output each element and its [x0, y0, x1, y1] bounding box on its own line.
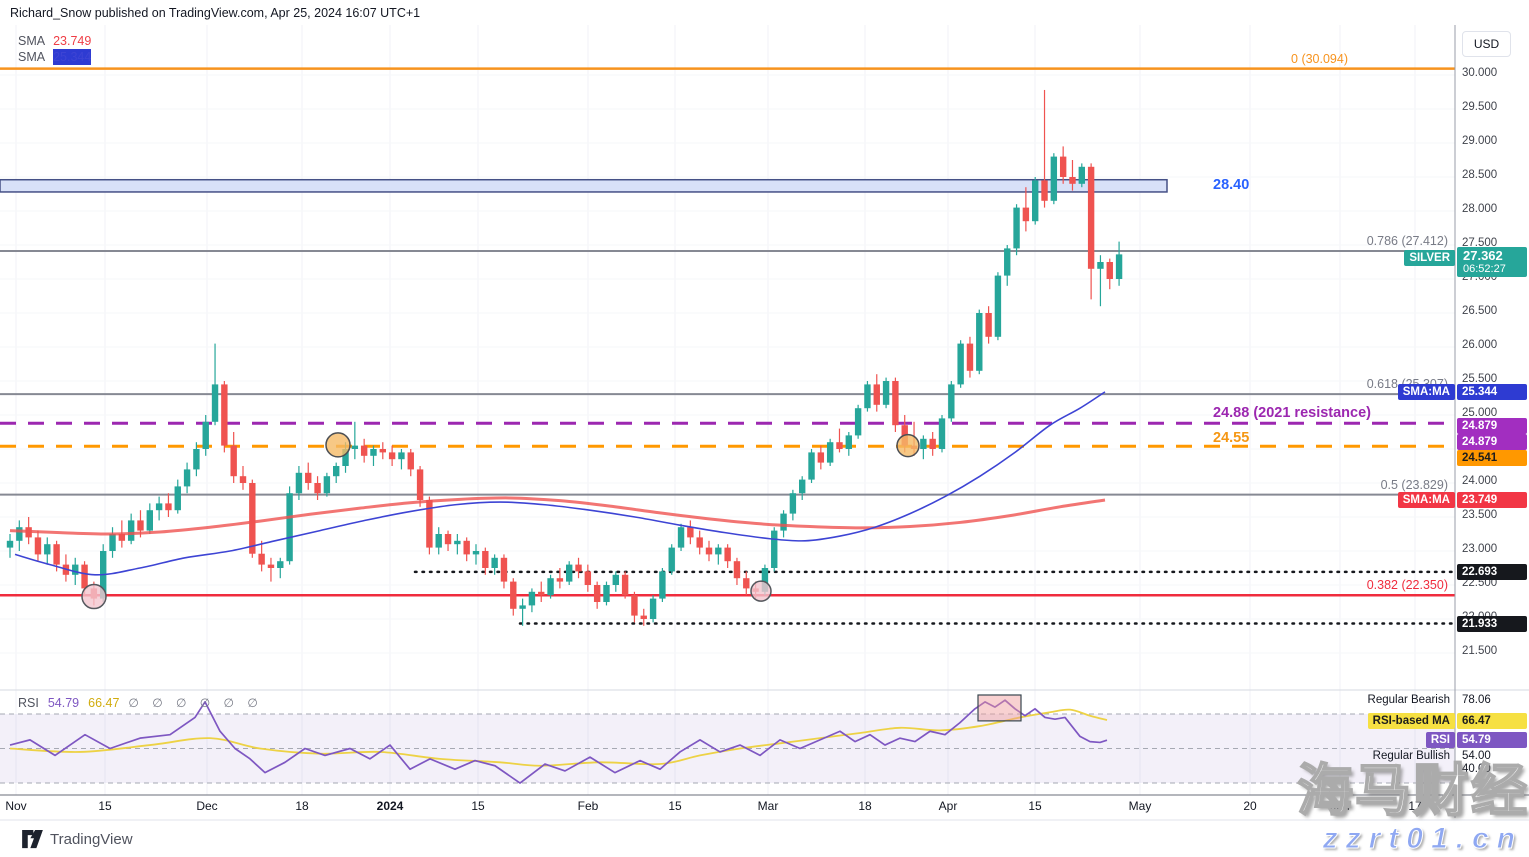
price-tick-26.500: 26.500	[1462, 305, 1498, 317]
time-tick-Feb: Feb	[577, 799, 599, 813]
price-tick-29.500: 29.500	[1462, 101, 1498, 113]
price-tick-26.000: 26.000	[1462, 339, 1498, 351]
time-tick-Nov: Nov	[5, 799, 27, 813]
price-tick-24.000: 24.000	[1462, 475, 1498, 487]
sma-legend-row-2[interactable]: SMA 25.344	[18, 49, 92, 65]
price-tick-23.000: 23.000	[1462, 543, 1498, 555]
fib-0-label: 0 (30.094)	[1291, 51, 1348, 66]
level-24-55-label: 24.55	[1213, 430, 1250, 446]
currency-button[interactable]: USD	[1462, 31, 1511, 57]
rsi-axis-value-badge: 54.79	[1457, 732, 1527, 748]
last-price-value: 27.362	[1463, 248, 1503, 263]
sma-fast-axis-value-badge: 25.344	[1457, 384, 1527, 400]
sma-fast-axis-name-badge: SMA:MA	[1397, 384, 1455, 400]
fib-0382-label: 0.382 (22.350)	[1366, 578, 1448, 593]
time-tick-Jun: Jun	[1330, 799, 1350, 813]
rsi-divergence-toggle-icons: ∅ ∅ ∅ ∅ ∅ ∅	[128, 696, 263, 710]
regular-bearish-label: Regular Bearish	[1367, 694, 1450, 706]
time-tick-Mar: Mar	[757, 799, 779, 813]
time-tick-Dec: Dec	[196, 799, 218, 813]
time-tick-15: 15	[668, 799, 682, 813]
rsi-legend-value: 54.79	[47, 696, 80, 710]
publish-title: Richard_Snow published on TradingView.co…	[10, 6, 421, 20]
time-axis[interactable]: Nov 15 Dec 18 2024 15 Feb 15 Mar 18 Apr 15 May 20 Jun 1…	[0, 795, 1455, 820]
sma-slow-value: 23.749	[53, 34, 92, 48]
fib-0786-label: 0.786 (27.412)	[1366, 233, 1448, 248]
price-tick-27.500: 27.500	[1462, 237, 1498, 249]
time-tick-17: 17	[1408, 799, 1422, 813]
regular-bullish-label: Regular Bullish	[1372, 750, 1450, 762]
zone-price-label: 28.40	[1213, 177, 1250, 193]
watermark-cjk-text: 海马财经	[1296, 759, 1529, 822]
sma-fast-value: 25.344	[53, 49, 92, 65]
symbol-badge: SILVER	[1404, 250, 1455, 266]
sma-legend-row-1[interactable]: SMA 23.749	[18, 33, 91, 49]
rsi-axis-name-badge: RSI	[1425, 732, 1455, 748]
rsi-ma-axis-name-badge: RSI-based MA	[1367, 713, 1455, 729]
rsi-ma-legend-value: 66.47	[88, 696, 120, 710]
resistance-axis-badge-1: 24.879	[1457, 418, 1527, 434]
sma-slow-axis-value-badge: 23.749	[1457, 492, 1527, 508]
rsi-tick-40: 40.00	[1462, 763, 1491, 775]
last-price-badge: 27.362 06:52:27	[1457, 247, 1527, 277]
time-tick-15: 15	[1028, 799, 1042, 813]
rsi-ma-axis-value-badge: 66.47	[1457, 713, 1527, 729]
time-tick-2024: 2024	[376, 799, 404, 813]
sma-slow-axis-name-badge: SMA:MA	[1397, 492, 1455, 508]
tradingview-logo[interactable]: TradingView	[22, 830, 133, 849]
tradingview-brand-text: TradingView	[50, 831, 133, 848]
time-tick-15: 15	[471, 799, 485, 813]
price-tick-25.500: 25.500	[1462, 373, 1498, 385]
level-22693-axis-badge: 22.693	[1457, 564, 1527, 580]
fib-05-label: 0.5 (23.829)	[1380, 477, 1448, 492]
time-tick-18: 18	[295, 799, 309, 813]
price-tick-29.000: 29.000	[1462, 135, 1498, 147]
time-tick-Apr: Apr	[938, 799, 958, 813]
level-2455-axis-badge: 24.541	[1457, 450, 1527, 466]
sma-fast-label: SMA	[18, 50, 46, 64]
tradingview-logo-icon	[22, 830, 43, 849]
time-tick-15: 15	[98, 799, 112, 813]
sma-slow-label: SMA	[18, 34, 46, 48]
price-tick-28.000: 28.000	[1462, 203, 1498, 215]
time-tick-May: May	[1128, 799, 1152, 813]
rsi-legend-label: RSI	[18, 696, 39, 710]
bar-countdown: 06:52:27	[1463, 263, 1506, 275]
time-tick-18: 18	[858, 799, 872, 813]
price-tick-21.500: 21.500	[1462, 645, 1498, 657]
level-21933-axis-badge: 21.933	[1457, 616, 1527, 632]
resistance-axis-badge-2: 24.879	[1457, 434, 1527, 450]
price-tick-25.000: 25.000	[1462, 407, 1498, 419]
rsi-legend-row[interactable]: RSI 54.79 66.47 ∅ ∅ ∅ ∅ ∅ ∅	[18, 696, 263, 711]
price-tick-30.000: 30.000	[1462, 67, 1498, 79]
resistance-2021-label: 24.88 (2021 resistance)	[1213, 405, 1371, 421]
time-tick-20: 20	[1243, 799, 1257, 813]
price-tick-23.500: 23.500	[1462, 509, 1498, 521]
price-tick-22.500: 22.500	[1462, 577, 1498, 589]
watermark-url-text: zzrt01.cn	[1322, 822, 1523, 856]
bearish-level-value: 78.06	[1462, 694, 1491, 706]
price-tick-28.500: 28.500	[1462, 169, 1498, 181]
indicator-legend[interactable]: SMA 23.749 SMA 25.344	[18, 33, 92, 65]
bullish-level-value: 54.00	[1462, 750, 1491, 762]
